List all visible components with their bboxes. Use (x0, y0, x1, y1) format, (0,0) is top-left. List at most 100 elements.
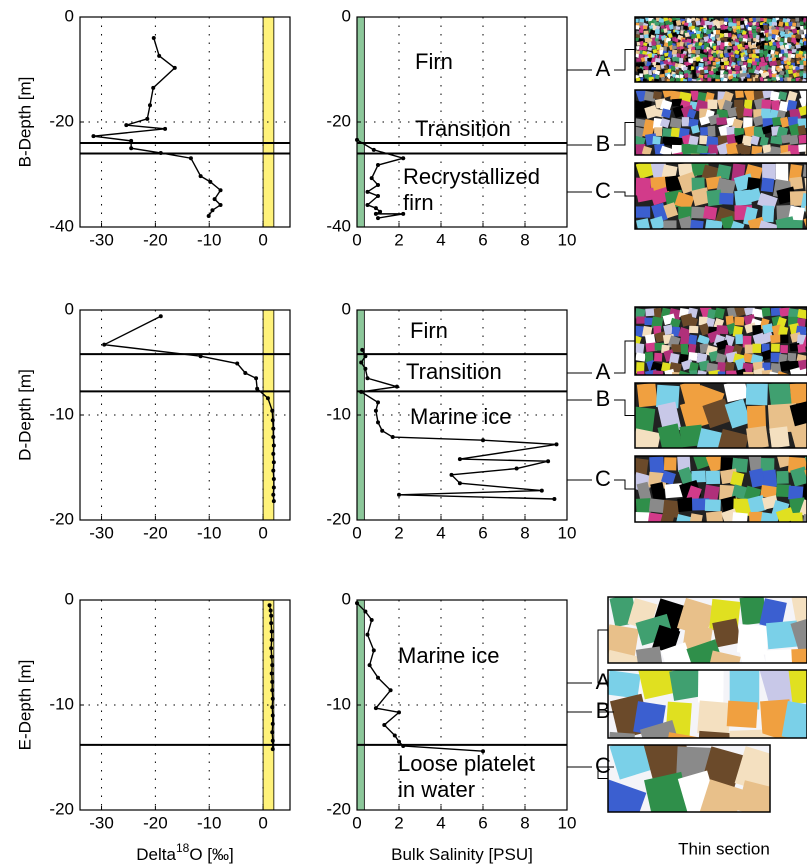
grain (715, 353, 727, 364)
grain (752, 61, 757, 66)
grain (795, 44, 802, 49)
grain (707, 77, 712, 82)
x-tick-label: 0 (258, 523, 267, 542)
data-point (270, 663, 275, 668)
grain (727, 107, 738, 118)
grain (788, 116, 799, 126)
grain (635, 100, 647, 110)
data-point (148, 103, 152, 108)
grain (715, 74, 720, 80)
grain (764, 37, 769, 42)
grain (654, 70, 661, 76)
grain (609, 745, 653, 780)
grain (737, 780, 770, 812)
grain (732, 45, 739, 52)
grain (686, 108, 697, 119)
grain (686, 17, 693, 24)
grain (767, 403, 798, 434)
grain (664, 83, 669, 87)
grain (635, 25, 640, 30)
x-tick-label: -20 (143, 230, 168, 249)
grain (779, 116, 790, 128)
grain (801, 34, 806, 39)
grain (784, 73, 790, 79)
grain (755, 65, 761, 71)
data-point (378, 209, 383, 214)
grain (702, 57, 708, 62)
grain (707, 99, 718, 110)
section-letter: C (595, 753, 611, 778)
grain (647, 53, 653, 59)
grain (635, 352, 646, 362)
grain (755, 49, 761, 54)
grain (791, 49, 797, 53)
grain (735, 28, 741, 35)
grain (728, 220, 745, 229)
grain (667, 54, 672, 59)
grain (715, 45, 720, 51)
annotation: Loose platelet (398, 751, 535, 776)
grain (676, 48, 682, 54)
grain (635, 163, 656, 180)
grain (646, 61, 652, 67)
grain (678, 466, 695, 487)
grain (667, 33, 673, 39)
grain (751, 82, 755, 87)
grain (691, 25, 695, 30)
grain (759, 598, 787, 630)
grain (708, 83, 712, 88)
grain (759, 32, 765, 38)
grain (608, 649, 640, 663)
data-point (514, 466, 519, 471)
grain (790, 422, 807, 448)
data-point (218, 188, 223, 193)
connector (597, 703, 614, 713)
grain (757, 192, 778, 210)
x-tick-label: 8 (520, 523, 529, 542)
grain (704, 69, 709, 74)
grain (667, 40, 673, 47)
grain (799, 90, 807, 100)
grain (791, 597, 807, 627)
grain (723, 21, 728, 26)
grain (795, 53, 800, 59)
grain (790, 512, 804, 522)
annotation: Firn (410, 318, 448, 343)
grain (695, 20, 701, 26)
data-point (401, 211, 406, 216)
grain (659, 55, 665, 61)
grain (661, 362, 672, 373)
grain (779, 307, 791, 317)
grain (645, 342, 658, 353)
grain (667, 60, 673, 66)
plot-frame (356, 309, 568, 521)
thin-section-image (608, 597, 807, 663)
grain (635, 343, 645, 354)
data-point (102, 342, 107, 347)
grain (723, 73, 730, 79)
grain (791, 648, 807, 663)
grain (723, 25, 729, 30)
grain (703, 66, 709, 71)
grain (635, 18, 639, 23)
grain (792, 39, 798, 45)
data-point (373, 706, 378, 711)
data-point (401, 156, 406, 161)
y-tick-label: -20 (49, 799, 74, 818)
grain (771, 100, 781, 112)
connector (597, 766, 614, 779)
grain (718, 428, 749, 448)
grain (705, 470, 721, 485)
grain (783, 48, 789, 55)
grain (776, 371, 789, 375)
data-point (539, 488, 544, 493)
grain (719, 192, 734, 205)
grain (635, 108, 647, 118)
data-point (369, 176, 374, 181)
grain (635, 206, 651, 218)
grain (708, 369, 721, 375)
data-point (151, 85, 156, 90)
data-point (269, 621, 274, 626)
grain (652, 117, 664, 130)
section-letter: C (595, 466, 611, 491)
